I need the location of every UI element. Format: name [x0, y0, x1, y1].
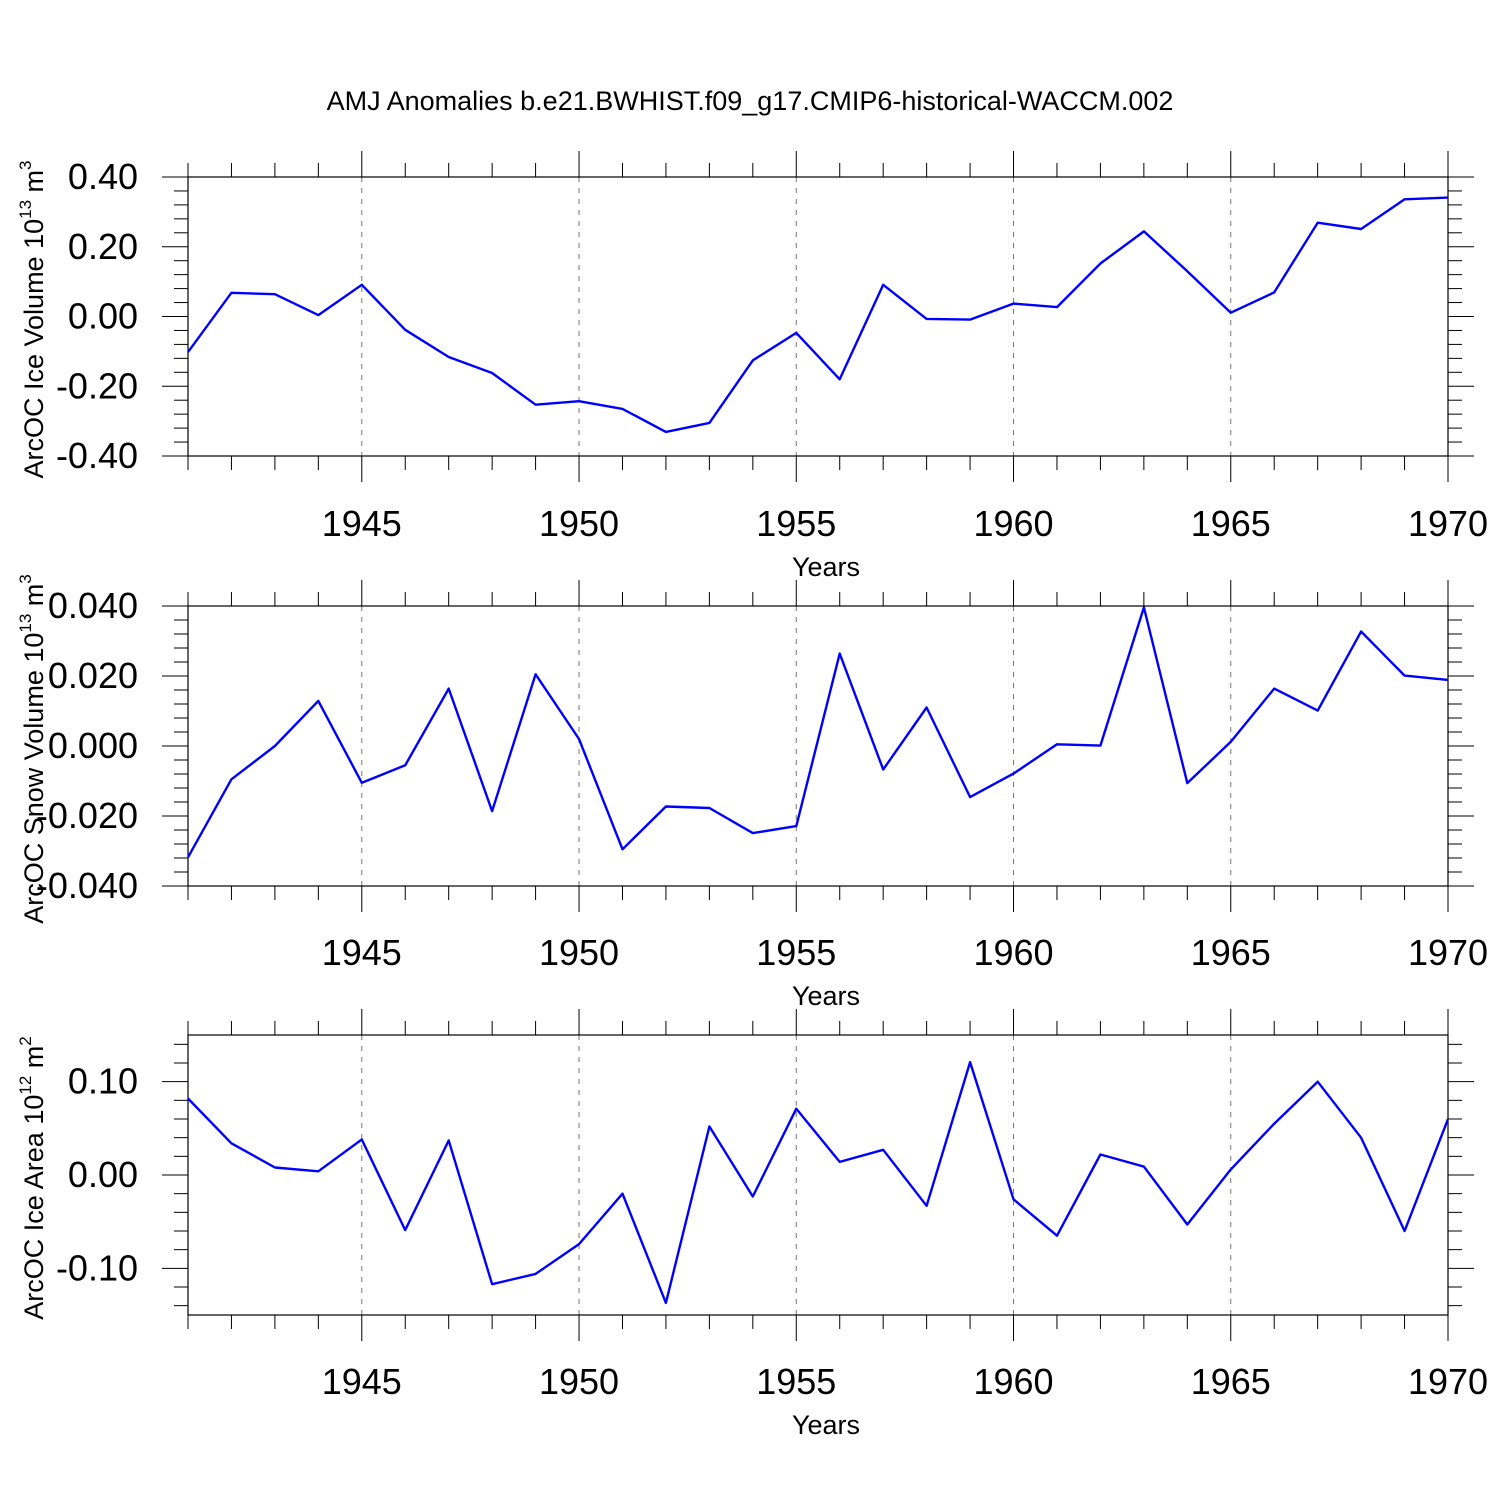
- x-tick-label: 1960: [973, 503, 1053, 544]
- plot-frame: [188, 1035, 1448, 1315]
- y-axis-title: ArcOC Ice Area 1012 m2: [16, 1036, 49, 1320]
- x-tick-label: 1970: [1408, 932, 1488, 973]
- x-tick-label: 1945: [322, 932, 402, 973]
- y-tick-label: 0.020: [48, 655, 138, 696]
- x-tick-label: 1965: [1191, 932, 1271, 973]
- y-tick-label: 0.40: [68, 156, 138, 197]
- y-tick-label: 0.00: [68, 296, 138, 337]
- x-tick-label: 1965: [1191, 1361, 1271, 1402]
- series-line: [188, 198, 1448, 432]
- y-tick-label: -0.020: [36, 795, 138, 836]
- y-tick-label: -0.20: [56, 365, 138, 406]
- x-axis-title: Years: [792, 552, 860, 582]
- y-tick-label: -0.10: [56, 1247, 138, 1288]
- x-tick-label: 1955: [756, 503, 836, 544]
- y-tick-label: 0.000: [48, 725, 138, 766]
- chart-title: AMJ Anomalies b.e21.BWHIST.f09_g17.CMIP6…: [327, 86, 1174, 116]
- x-tick-label: 1965: [1191, 503, 1271, 544]
- x-tick-label: 1960: [973, 932, 1053, 973]
- y-tick-label: -0.40: [56, 435, 138, 476]
- panel-2: -0.040 -0.020 0.000 0.020 0.040 1945 1950 1955 1…: [16, 574, 1488, 1011]
- x-tick-label: 1950: [539, 932, 619, 973]
- x-tick-label: 1950: [539, 1361, 619, 1402]
- series-line: [188, 1062, 1448, 1303]
- x-axis-title: Years: [792, 1410, 860, 1440]
- x-tick-label: 1950: [539, 503, 619, 544]
- x-tick-label: 1955: [756, 1361, 836, 1402]
- x-tick-label: 1955: [756, 932, 836, 973]
- panel-1: -0.40 -0.20 0.00 0.20 0.40 1945 1950 1955 1960 19…: [16, 151, 1488, 582]
- panel-3: -0.10 0.00 0.10 1945 1950 1955 1960 1965 1970 Yea…: [16, 1009, 1488, 1440]
- y-axis-title: ArcOC Ice Volume 1013 m3: [16, 160, 49, 478]
- x-tick-label: 1945: [322, 1361, 402, 1402]
- x-tick-label: 1945: [322, 503, 402, 544]
- plot-frame: [188, 177, 1448, 456]
- y-tick-label: 0.20: [68, 226, 138, 267]
- x-tick-label: 1970: [1408, 503, 1488, 544]
- x-tick-label: 1970: [1408, 1361, 1488, 1402]
- y-tick-label: 0.00: [68, 1154, 138, 1195]
- x-axis-title: Years: [792, 981, 860, 1011]
- series-line: [188, 607, 1448, 857]
- y-tick-label: 0.040: [48, 585, 138, 626]
- y-axis-title: ArcOC Snow Volume 1013 m3: [16, 574, 49, 924]
- x-tick-label: 1960: [973, 1361, 1053, 1402]
- y-tick-label: 0.10: [68, 1061, 138, 1102]
- plot-frame: [188, 606, 1448, 886]
- y-tick-label: -0.040: [36, 865, 138, 906]
